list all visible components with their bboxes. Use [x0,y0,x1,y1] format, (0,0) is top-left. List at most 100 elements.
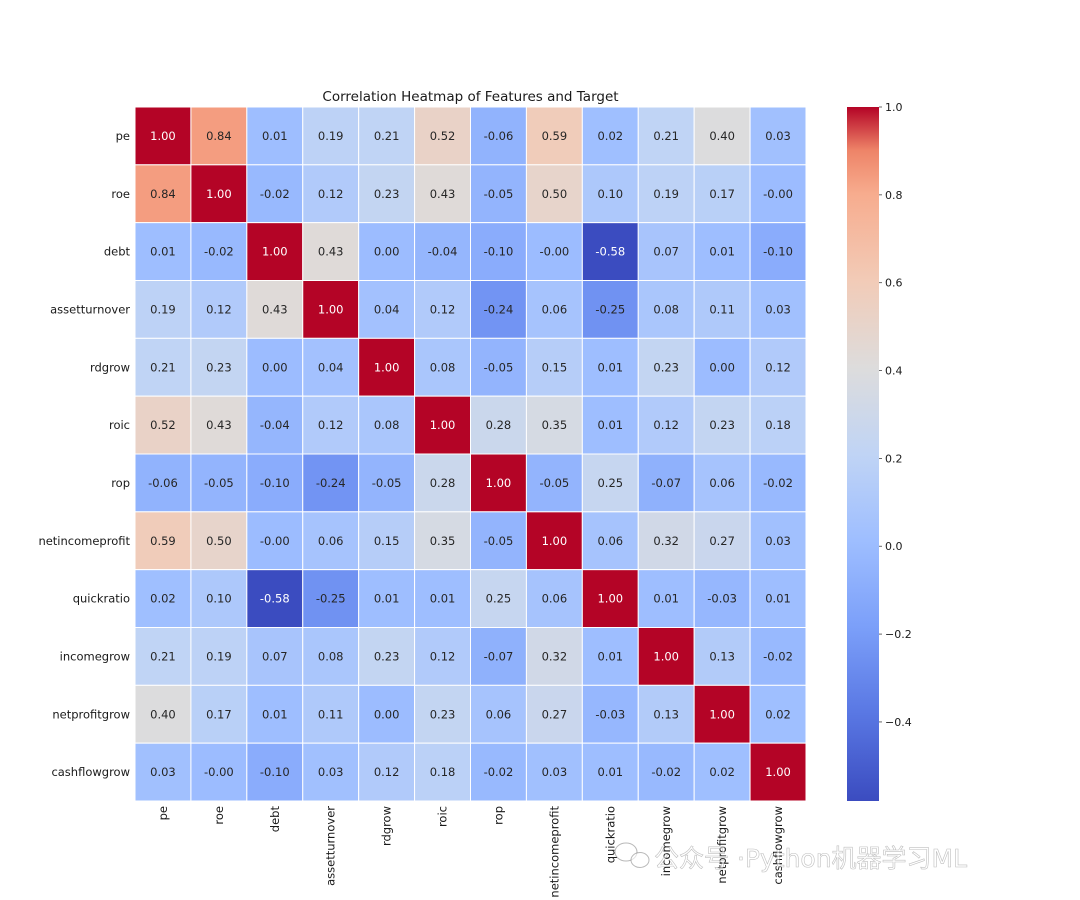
cell-value-label-roe-roe: 1.00 [206,187,232,201]
heatmap-cell-roe-roe [190,164,248,224]
heatmap-cell-cashflowgrow-roic [414,742,472,802]
cell-value-label-roic-netincomeprofit: 0.35 [542,418,568,432]
cell-value-label-incomegrow-incomegrow: 1.00 [653,649,679,663]
heatmap-cell-netincomeprofit-pe [134,511,192,571]
heatmap-cell-pe-netincomeprofit [525,106,583,166]
cell-value-label-assetturnover-cashflowgrow: 0.03 [765,302,791,316]
heatmap-cell-netprofitgrow-quickratio [581,684,639,744]
cell-value-label-cashflowgrow-netprofitgrow: 0.02 [709,765,735,779]
cell-value-label-cashflowgrow-netincomeprofit: 0.03 [542,765,568,779]
cell-value-label-netprofitgrow-netprofitgrow: 1.00 [709,707,735,721]
heatmap-cell-quickratio-roic [414,569,472,629]
cell-value-label-assetturnover-incomegrow: 0.08 [653,302,679,316]
heatmap-cell-assetturnover-cashflowgrow [749,280,807,339]
cell-value-label-rop-assetturnover: -0.24 [316,476,346,490]
heatmap-cell-rop-roe [190,453,248,513]
cell-value-label-roe-rop: -0.05 [484,187,514,201]
cell-value-label-pe-quickratio: 0.02 [597,129,623,143]
cell-value-label-roic-roic: 1.00 [430,418,456,432]
cell-value-label-debt-roe: -0.02 [204,245,234,259]
y-tick-label-netincomeprofit: netincomeprofit [38,534,130,548]
cell-value-label-rop-rdgrow: -0.05 [372,476,402,490]
y-tick-label-roe: roe [111,187,130,201]
cell-value-label-roic-netprofitgrow: 0.23 [709,418,735,432]
cell-value-label-rdgrow-assetturnover: 0.04 [318,360,344,374]
heatmap-cell-rop-rop [470,453,527,513]
cell-value-label-rop-cashflowgrow: -0.02 [763,476,793,490]
heatmap-cell-quickratio-assetturnover [302,569,360,629]
heatmap-cell-rop-debt [246,453,304,513]
cell-value-label-rop-incomegrow: -0.07 [651,476,681,490]
chart-title: Correlation Heatmap of Features and Targ… [322,89,618,105]
colorbar-gradient [847,107,879,801]
cell-value-label-roe-assetturnover: 0.12 [318,187,344,201]
cell-value-label-quickratio-incomegrow: 0.01 [653,592,679,606]
cell-value-label-cashflowgrow-rdgrow: 0.12 [374,765,400,779]
y-tick-label-rdgrow: rdgrow [90,360,130,374]
y-tick-label-debt: debt [104,245,131,259]
heatmap-cell-rdgrow-netincomeprofit [525,337,583,397]
cell-value-label-roe-pe: 0.84 [150,187,176,201]
cell-value-label-assetturnover-netincomeprofit: 0.06 [542,302,568,316]
cell-value-label-assetturnover-debt: 0.43 [262,302,288,316]
heatmap-cell-rdgrow-netprofitgrow [693,337,751,397]
watermark: 公众号 ·Python机器学习ML [614,842,967,873]
heatmap-cell-rop-quickratio [581,453,639,513]
cell-value-label-netincomeprofit-roic: 0.35 [430,534,456,548]
cell-value-label-pe-assetturnover: 0.19 [318,129,344,143]
heatmap-cell-incomegrow-assetturnover [302,627,360,686]
heatmap-cell-netprofitgrow-roic [414,684,472,744]
cell-value-label-pe-netprofitgrow: 0.40 [709,129,735,143]
heatmap-cell-cashflowgrow-rop [470,742,527,802]
cell-value-label-assetturnover-rop: -0.24 [484,302,514,316]
heatmap-cell-assetturnover-incomegrow [637,280,695,339]
heatmap-cell-cashflowgrow-rdgrow [358,742,416,802]
cell-value-label-debt-cashflowgrow: -0.10 [763,245,793,259]
cell-value-label-incomegrow-netincomeprofit: 0.32 [542,649,568,663]
heatmap-cell-rop-incomegrow [637,453,695,513]
y-tick-label-pe: pe [116,129,130,143]
heatmap-cell-quickratio-netprofitgrow [693,569,751,629]
heatmap-cell-netprofitgrow-netprofitgrow [693,684,751,744]
cell-value-label-netincomeprofit-roe: 0.50 [206,534,232,548]
cell-value-label-roic-incomegrow: 0.12 [653,418,679,432]
heatmap-cell-rdgrow-rop [470,337,527,397]
heatmap-cell-roe-netprofitgrow [693,164,751,224]
cell-value-label-rop-netprofitgrow: 0.06 [709,476,735,490]
cell-value-label-roic-pe: 0.52 [150,418,176,432]
cell-value-label-incomegrow-assetturnover: 0.08 [318,649,344,663]
heatmap-cell-pe-roic [414,106,472,166]
heatmap-cell-pe-roe [190,106,248,166]
heatmap-cell-debt-rdgrow [358,222,416,282]
cell-value-label-roic-quickratio: 0.01 [597,418,623,432]
heatmap-cell-rop-cashflowgrow [749,453,807,513]
cell-value-label-roe-roic: 0.43 [430,187,456,201]
cell-value-label-cashflowgrow-rop: -0.02 [484,765,514,779]
cell-value-label-incomegrow-debt: 0.07 [262,649,288,663]
x-tick-label-netprofitgrow: netprofitgrow [715,806,729,884]
x-tick-label-assetturnover: assetturnover [324,806,338,886]
heatmap-cell-netprofitgrow-pe [134,684,192,744]
cell-value-label-netprofitgrow-roic: 0.23 [430,707,456,721]
x-tick-label-pe: pe [156,806,170,820]
cell-value-label-quickratio-rop: 0.25 [486,592,512,606]
cell-value-label-roic-debt: -0.04 [260,418,290,432]
heatmap-cell-cashflowgrow-netprofitgrow [693,742,751,802]
cell-value-label-netprofitgrow-debt: 0.01 [262,707,288,721]
cell-value-label-quickratio-quickratio: 1.00 [597,592,623,606]
cell-value-label-rop-quickratio: 0.25 [597,476,623,490]
cell-value-label-netincomeprofit-rdgrow: 0.15 [374,534,400,548]
cell-value-label-incomegrow-rop: -0.07 [484,649,514,663]
cell-value-label-cashflowgrow-incomegrow: -0.02 [651,765,681,779]
cell-value-label-cashflowgrow-debt: -0.10 [260,765,290,779]
cell-value-label-incomegrow-quickratio: 0.01 [597,649,623,663]
cell-value-label-rdgrow-netprofitgrow: 0.00 [709,360,735,374]
heatmap-cell-debt-rop [470,222,527,282]
heatmap-cell-netprofitgrow-cashflowgrow [749,684,807,744]
heatmap-cell-roic-incomegrow [637,395,695,455]
heatmap-cell-incomegrow-rop [470,627,527,686]
heatmap-cell-rop-roic [414,453,472,513]
heatmap-cell-quickratio-rop [470,569,527,629]
x-tick-label-incomegrow: incomegrow [659,806,673,876]
